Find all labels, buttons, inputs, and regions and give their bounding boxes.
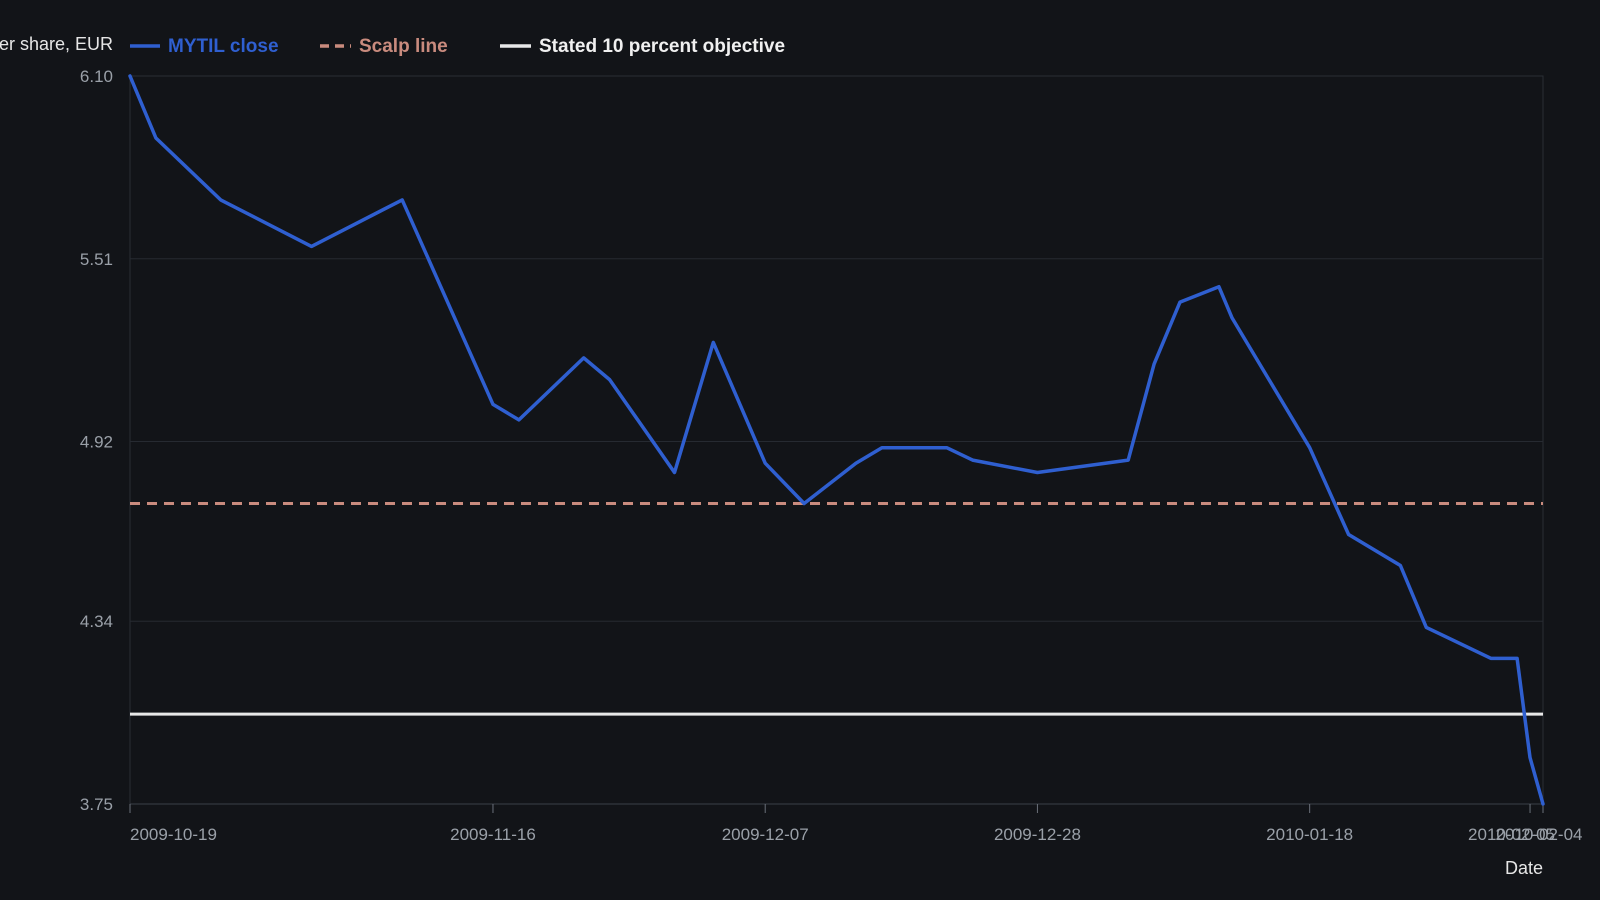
x-tick-label: 2009-12-28: [994, 825, 1081, 844]
plot-area: 6.10 5.51 4.92 4.34 3.75 2009-10-19 2009-11-16…: [80, 67, 1583, 844]
legend-label-scalp: Scalp line: [359, 36, 448, 57]
x-tick-label: 2009-12-07: [722, 825, 809, 844]
y-tick-label: 3.75: [80, 795, 113, 814]
legend-label-mytil: MYTIL close: [168, 36, 279, 57]
legend-label-objective: Stated 10 percent objective: [539, 36, 785, 57]
plot-border: [129, 75, 1544, 805]
x-tick-label: 2009-10-19: [130, 825, 217, 844]
x-tick-label: 2010-01-18: [1266, 825, 1353, 844]
y-tick-label: 4.34: [80, 612, 113, 631]
x-tick-label: 2010-02-05: [1468, 825, 1555, 844]
y-axis-title: Price per share, EUR: [0, 34, 113, 54]
y-tick-label: 6.10: [80, 67, 113, 86]
x-axis-title: Date: [1505, 858, 1543, 878]
x-tick-label: 2009-11-16: [450, 825, 536, 844]
y-tick-label: 5.51: [80, 250, 113, 269]
y-tick-label: 4.92: [80, 433, 113, 452]
legend: MYTIL close Scalp line Stated 10 percent…: [130, 36, 785, 57]
x-tick-label: 2010-02-04: [1496, 825, 1583, 844]
mytil-close-line: [128, 74, 1545, 806]
